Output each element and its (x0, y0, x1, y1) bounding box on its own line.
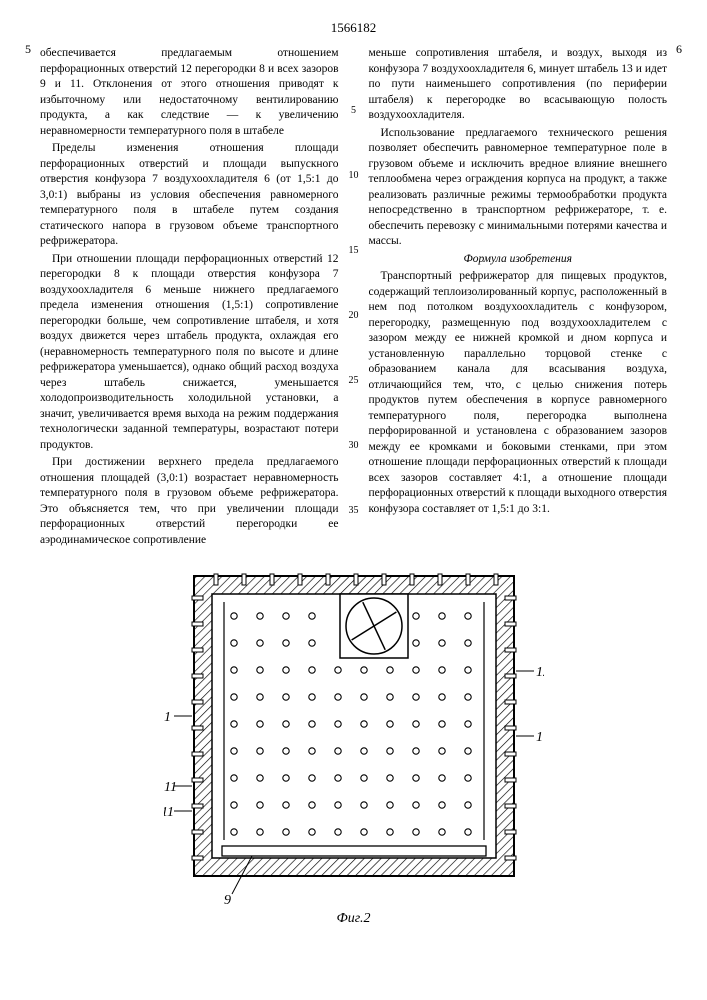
svg-text:1: 1 (164, 710, 171, 725)
svg-text:11: 11 (164, 780, 177, 795)
right-column: 6 меньше сопротивления штабеля, и воздух… (369, 46, 668, 551)
para-l1: обеспечивается предлагаемым отношением п… (40, 46, 339, 139)
line-marker: 35 (344, 506, 364, 516)
col-number-right: 6 (676, 41, 682, 57)
para-r1: меньше сопротивления штабеля, и воздух, … (369, 46, 668, 124)
svg-text:12: 12 (536, 665, 544, 680)
para-l2: Пределы изменения отношения площади перф… (40, 141, 339, 250)
line-marker: 15 (344, 246, 364, 256)
para-r3: Транспортный рефрижератор для пищевых пр… (369, 269, 668, 517)
para-l4: При достижении верхнего предела предлага… (40, 455, 339, 548)
page: 1566182 5 обеспечивается предлагаемым от… (0, 0, 707, 947)
para-r2: Использование предлагаемого технического… (369, 126, 668, 250)
text-columns: 5 обеспечивается предлагаемым отношением… (40, 46, 667, 551)
svg-text:11: 11 (164, 805, 174, 820)
line-marker: 25 (344, 376, 364, 386)
figure-label: Фиг.2 (40, 911, 667, 927)
patent-number: 1566182 (40, 20, 667, 36)
formula-title: Формула изобретения (369, 252, 668, 268)
figure-2: 111111219 (40, 566, 667, 906)
line-marker: 10 (344, 171, 364, 181)
svg-text:1: 1 (536, 730, 543, 745)
svg-text:9: 9 (224, 893, 231, 906)
line-marker: 20 (344, 311, 364, 321)
col-number-left: 5 (25, 41, 31, 57)
left-column: 5 обеспечивается предлагаемым отношением… (40, 46, 339, 551)
figure-svg: 111111219 (164, 566, 544, 906)
para-l3: При отношении площади перфорационных отв… (40, 252, 339, 454)
line-marker: 30 (344, 441, 364, 451)
line-marker: 5 (344, 106, 364, 116)
